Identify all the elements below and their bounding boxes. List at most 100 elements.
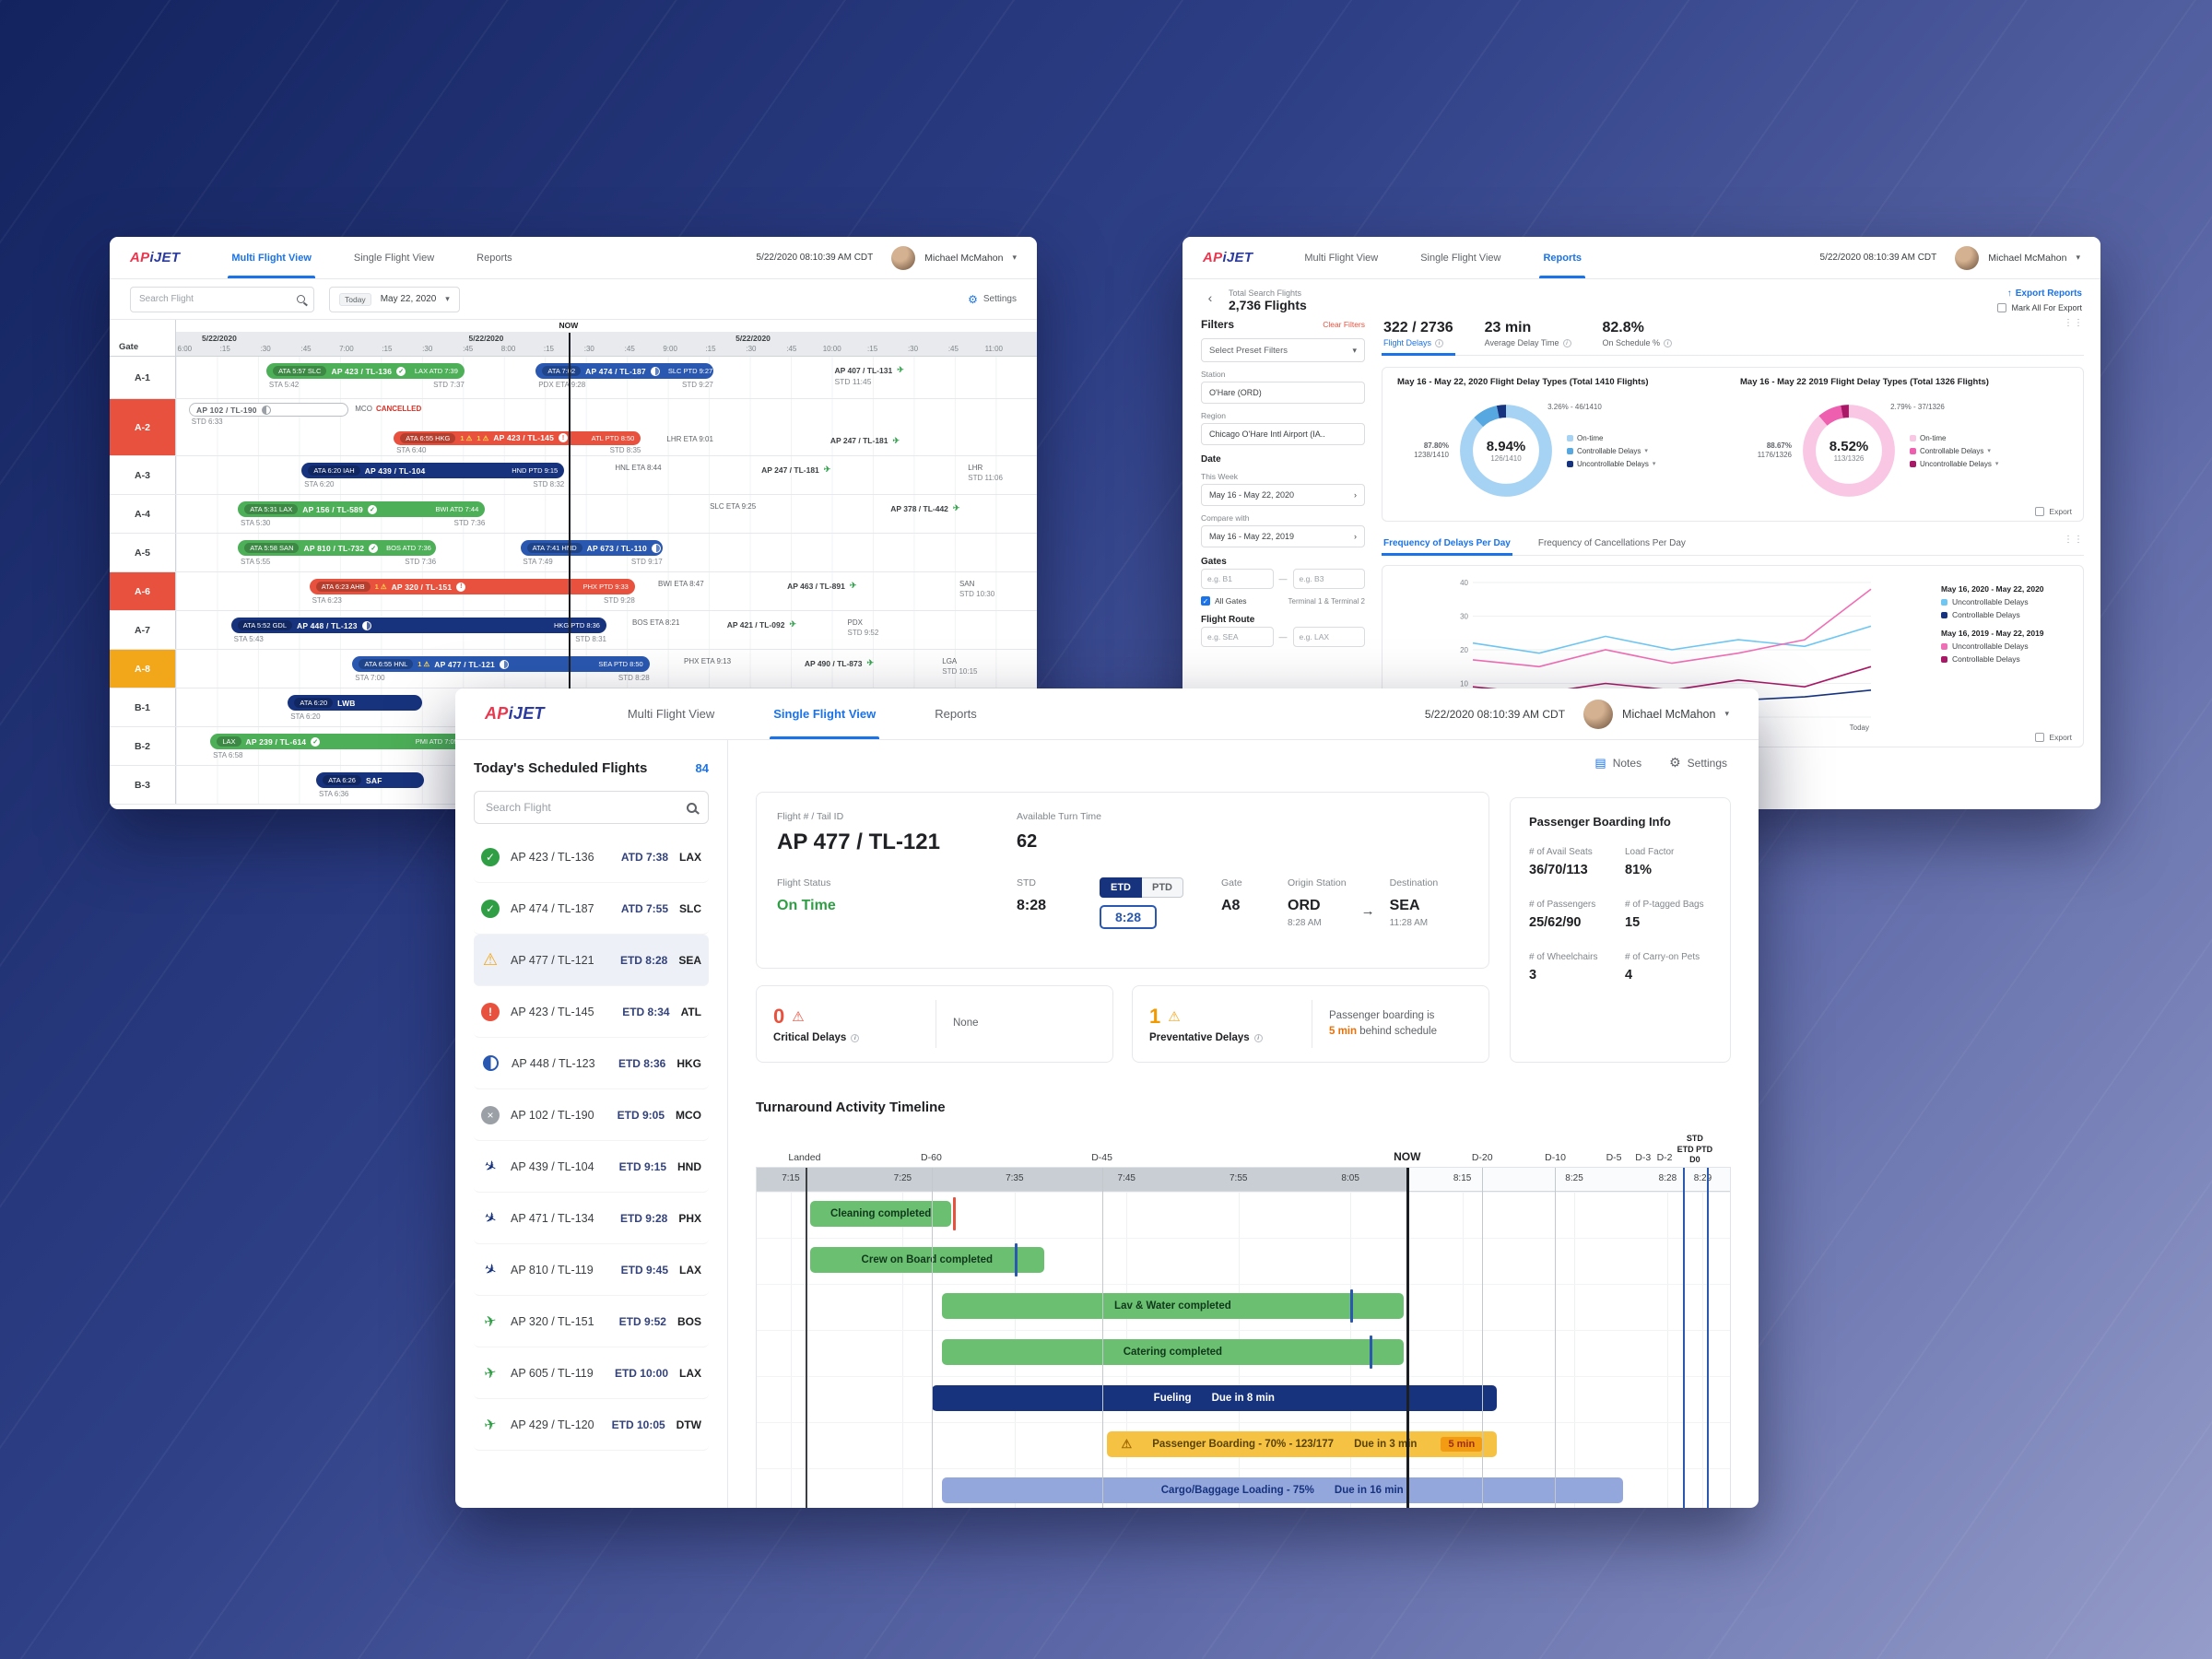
activity-bar-cleaning[interactable]: Cleaning completed bbox=[810, 1201, 952, 1227]
export-reports-button[interactable]: ↑ Export Reports bbox=[2007, 288, 2082, 299]
turnaround-timeline-chart: Landed D-60 D-45 NOW D-20 D-10 D-5 D-3 D-2 STD ETD… bbox=[756, 1124, 1731, 1508]
tab-single-flight-view[interactable]: Single Flight View bbox=[353, 252, 435, 264]
critical-delays-detail: None bbox=[953, 1018, 979, 1030]
tab-single-flight-view[interactable]: Single Flight View bbox=[770, 688, 880, 739]
timeline-note: BOS ETA 8:21 bbox=[632, 618, 680, 627]
departure-flight-tag[interactable]: AP 407 / TL-131 ✈ STD 11:45 bbox=[834, 365, 904, 386]
flight-list-item[interactable]: ✈ AP 429 / TL-120 ETD 10:05 DTW bbox=[474, 1399, 709, 1451]
legend-item[interactable]: Controllable Delays ▾ bbox=[1567, 447, 1655, 455]
tab-multi-flight-view[interactable]: Multi Flight View bbox=[627, 707, 715, 721]
tab-frequency-of-cancellations-per-day[interactable]: Frequency of Cancellations Per Day bbox=[1537, 538, 1686, 549]
drag-handle-icon[interactable]: ⋮⋮ bbox=[2064, 318, 2084, 328]
flight-list-item[interactable]: ✈ AP 810 / TL-119 ETD 9:45 LAX bbox=[474, 1244, 709, 1296]
flight-list-item[interactable]: ⚠ AP 477 / TL-121 ETD 8:28 SEA bbox=[474, 935, 709, 986]
info-icon[interactable]: i bbox=[1253, 1033, 1263, 1042]
departure-flight-tag[interactable]: AP 247 / TL-181 ✈ bbox=[761, 465, 831, 475]
compare-range-field[interactable]: May 16 - May 22, 2019 › bbox=[1201, 525, 1365, 547]
tab-multi-flight-view[interactable]: Multi Flight View bbox=[228, 237, 315, 278]
flight-bar[interactable]: ATA 7:02 AP 474 / TL-187 SLC PTD 9:27 bbox=[535, 363, 713, 379]
settings-label: Settings bbox=[1687, 756, 1727, 770]
flight-list-item[interactable]: × AP 102 / TL-190 ETD 9:05 MCO bbox=[474, 1089, 709, 1141]
flight-bar[interactable]: ATA 5:57 SLC AP 423 / TL-136 ✓ LAX ATD 7:39 bbox=[266, 363, 465, 379]
region-field[interactable]: Chicago O'Hare Intl Airport (IA.. bbox=[1201, 423, 1365, 445]
flight-bar[interactable]: ATA 6:55 HNL 1 ⚠ AP 477 / TL-121 SEA PTD 8:… bbox=[352, 656, 650, 672]
settings-button[interactable]: ⚙ Settings bbox=[968, 293, 1017, 306]
boarding-field: # of P-tagged Bags 15 bbox=[1625, 900, 1704, 930]
departure-flight-tag[interactable]: AP 378 / TL-442 ✈ bbox=[890, 503, 960, 513]
flight-bar[interactable]: ATA 6:26 SAF bbox=[316, 772, 424, 788]
flight-bar[interactable]: ATA 5:58 SAN AP 810 / TL-732 ✓ BOS ATD 7:36 bbox=[238, 540, 437, 556]
settings-button[interactable]: ⚙ Settings bbox=[1669, 755, 1727, 771]
legend-swatch bbox=[1941, 611, 1947, 618]
flight-list-item[interactable]: ! AP 423 / TL-145 ETD 8:34 ATL bbox=[474, 986, 709, 1038]
clear-filters-button[interactable]: Clear Filters bbox=[1323, 320, 1365, 329]
flight-list-item[interactable]: ✈ AP 439 / TL-104 ETD 9:15 HND bbox=[474, 1141, 709, 1193]
date-picker[interactable]: Today May 22, 2020 ▾ bbox=[329, 286, 460, 312]
notes-button[interactable]: ▤ Notes bbox=[1594, 755, 1641, 771]
search-flight-input[interactable]: Search Flight bbox=[474, 791, 709, 824]
flight-bar[interactable]: AP 102 / TL-190 bbox=[189, 403, 348, 417]
route-from-input[interactable]: e.g. SEA bbox=[1201, 627, 1274, 647]
search-flight-input[interactable]: Search Flight bbox=[130, 286, 314, 312]
user-menu[interactable]: Michael McMahon bbox=[1988, 252, 2067, 264]
flight-list-item[interactable]: ✈ AP 320 / TL-151 ETD 9:52 BOS bbox=[474, 1296, 709, 1347]
legend-item[interactable]: On-time bbox=[1567, 434, 1655, 442]
flight-bar[interactable]: ATA 5:52 GDL AP 448 / TL-123 HKG PTD 8:36 bbox=[230, 618, 606, 633]
flight-bar[interactable]: ATA 6:23 AHB 1 ⚠ AP 320 / TL-151! PHX PTD 9… bbox=[309, 579, 635, 594]
user-menu[interactable]: Michael McMahon bbox=[924, 252, 1004, 264]
activity-bar-crew[interactable]: Crew on Board completed bbox=[810, 1247, 1044, 1273]
flight-list-item[interactable]: ✈ AP 605 / TL-119 ETD 10:00 LAX bbox=[474, 1347, 709, 1399]
kpi-average-delay-time[interactable]: 23 min Average Delay Time i bbox=[1483, 318, 1573, 355]
legend-item[interactable]: On-time bbox=[1910, 434, 1998, 442]
flight-list-item[interactable]: ✓ AP 423 / TL-136 ATD 7:38 LAX bbox=[474, 831, 709, 883]
tab-reports[interactable]: Reports bbox=[935, 707, 977, 721]
flight-bar[interactable]: ATA 5:31 LAX AP 156 / TL-589 ✓ BWI ATD 7:44 bbox=[238, 501, 486, 517]
legend-item[interactable]: Uncontrollable Delays ▾ bbox=[1910, 460, 1998, 468]
tab-reports[interactable]: Reports bbox=[1539, 237, 1585, 278]
user-menu[interactable]: Michael McMahon bbox=[1622, 707, 1716, 721]
departure-flight-tag[interactable]: AP 490 / TL-873 ✈ bbox=[804, 658, 875, 668]
preset-filters-select[interactable]: Select Preset Filters ▾ bbox=[1201, 338, 1365, 362]
etd-toggle-button[interactable]: ETD bbox=[1100, 877, 1142, 898]
ptd-toggle-button[interactable]: PTD bbox=[1142, 877, 1183, 898]
date-range-field[interactable]: May 16 - May 22, 2020 › bbox=[1201, 484, 1365, 506]
departure-flight-tag[interactable]: AP 247 / TL-181 ✈ bbox=[830, 435, 900, 446]
flight-list-item[interactable]: ✓ AP 474 / TL-187 ATD 7:55 SLC bbox=[474, 883, 709, 935]
activity-bar-fueling[interactable]: Fueling Due in 8 min bbox=[932, 1385, 1497, 1411]
divider bbox=[935, 1000, 936, 1048]
all-gates-checkbox[interactable]: ✓ All Gates Terminal 1 & Terminal 2 bbox=[1201, 596, 1365, 606]
flight-bar[interactable]: ATA 6:20 IAH AP 439 / TL-104 HND PTD 9:15 bbox=[301, 463, 565, 478]
flight-bar[interactable]: LAX AP 239 / TL-614 ✓ PMI ATD 7:05 bbox=[210, 734, 465, 749]
flight-bar[interactable]: ATA 6:20 LWB bbox=[288, 695, 423, 711]
departure-flight-tag[interactable]: AP 421 / TL-092 ✈ bbox=[726, 619, 796, 629]
gate-from-input[interactable]: e.g. B1 bbox=[1201, 569, 1274, 589]
collapse-panel-button[interactable]: ‹ bbox=[1207, 290, 1213, 305]
tab-reports[interactable]: Reports bbox=[477, 252, 512, 264]
tab-single-flight-view[interactable]: Single Flight View bbox=[1420, 252, 1501, 264]
station-field[interactable]: O'Hare (ORD) bbox=[1201, 382, 1365, 404]
tab-multi-flight-view[interactable]: Multi Flight View bbox=[1304, 252, 1379, 264]
route-to-input[interactable]: e.g. LAX bbox=[1292, 627, 1365, 647]
activity-bar-cargo-baggage[interactable]: Cargo/Baggage Loading - 75% Due in 16 min bbox=[941, 1477, 1623, 1503]
departure-flight-tag[interactable]: AP 463 / TL-891 ✈ bbox=[787, 581, 857, 591]
activity-bar-passenger[interactable]: ⚠ Passenger Boarding - 70% - 123/177 Due i… bbox=[1107, 1431, 1497, 1457]
export-checkbox[interactable]: Export bbox=[2035, 733, 2072, 743]
mark-all-for-export-checkbox[interactable]: Mark All For Export bbox=[1997, 303, 2082, 312]
tab-frequency-of-delays-per-day[interactable]: Frequency of Delays Per Day bbox=[1382, 535, 1512, 557]
info-icon[interactable]: i bbox=[851, 1033, 860, 1042]
activity-bar-lav[interactable]: Lav & Water completed bbox=[941, 1293, 1405, 1319]
flight-list-item[interactable]: AP 448 / TL-123 ETD 8:36 HKG bbox=[474, 1038, 709, 1089]
gate-to-input[interactable]: e.g. B3 bbox=[1292, 569, 1365, 589]
legend-item[interactable]: Uncontrollable Delays ▾ bbox=[1567, 460, 1655, 468]
kpi-on-schedule[interactable]: 82.8% On Schedule % i bbox=[1601, 318, 1675, 355]
flight-bar[interactable]: ATA 6:55 HKG 1 ⚠ 1 ⚠ AP 423 / TL-145! ATL PT… bbox=[394, 430, 641, 445]
drag-handle-icon[interactable]: ⋮⋮ bbox=[2064, 535, 2084, 546]
legend-item[interactable]: Controllable Delays ▾ bbox=[1910, 447, 1998, 455]
export-checkbox[interactable]: Export bbox=[2035, 507, 2072, 517]
activity-bar-catering[interactable]: Catering completed bbox=[941, 1339, 1405, 1365]
flight-list-item[interactable]: ✈ AP 471 / TL-134 ETD 9:28 PHX bbox=[474, 1193, 709, 1244]
kpi-flight-delays[interactable]: 322 / 2736 Flight Delays i bbox=[1382, 318, 1455, 356]
std-value: 8:28 bbox=[1017, 898, 1047, 913]
